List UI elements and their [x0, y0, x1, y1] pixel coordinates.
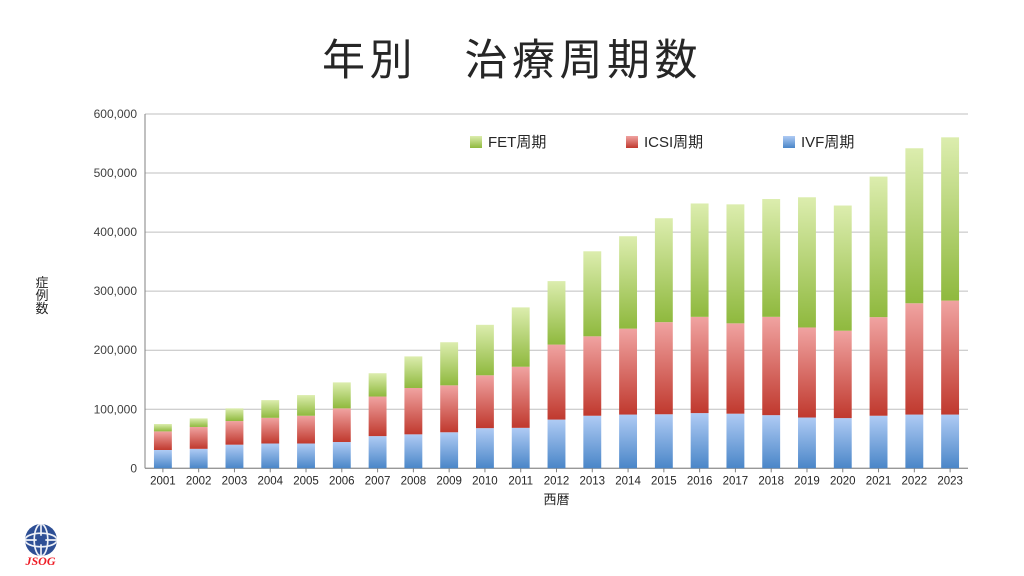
svg-text:2014: 2014	[615, 475, 641, 487]
svg-text:2011: 2011	[508, 475, 533, 487]
svg-text:2003: 2003	[222, 475, 248, 487]
svg-text:2021: 2021	[866, 475, 892, 487]
svg-text:2010: 2010	[472, 475, 498, 487]
svg-text:2015: 2015	[651, 475, 677, 487]
svg-text:2006: 2006	[329, 475, 355, 487]
svg-text:2022: 2022	[902, 475, 928, 487]
svg-text:2008: 2008	[401, 475, 427, 487]
svg-text:2012: 2012	[544, 475, 570, 487]
svg-text:0: 0	[130, 461, 137, 475]
svg-text:2017: 2017	[723, 475, 749, 487]
svg-text:200,000: 200,000	[94, 343, 138, 357]
svg-text:2004: 2004	[257, 475, 283, 487]
svg-text:600,000: 600,000	[94, 107, 138, 121]
svg-text:2013: 2013	[579, 475, 605, 487]
svg-text:400,000: 400,000	[94, 225, 138, 239]
svg-text:2016: 2016	[687, 475, 713, 487]
svg-text:500,000: 500,000	[94, 166, 138, 180]
svg-text:2018: 2018	[758, 475, 784, 487]
svg-text:2023: 2023	[937, 475, 963, 487]
svg-text:2019: 2019	[794, 475, 820, 487]
svg-text:2020: 2020	[830, 475, 856, 487]
svg-text:2002: 2002	[186, 475, 212, 487]
svg-text:2007: 2007	[365, 475, 391, 487]
svg-text:2009: 2009	[436, 475, 462, 487]
svg-text:100,000: 100,000	[94, 402, 138, 416]
svg-text:300,000: 300,000	[94, 284, 138, 298]
svg-text:2001: 2001	[150, 475, 176, 487]
svg-text:2005: 2005	[293, 475, 319, 487]
